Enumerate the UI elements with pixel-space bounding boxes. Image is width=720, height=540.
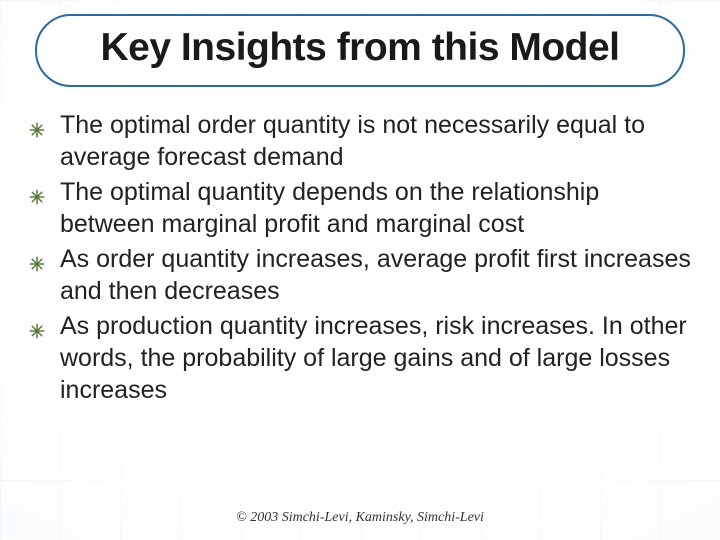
slide-content: Key Insights from this Model The optimal… [0, 0, 720, 540]
list-item: As production quantity increases, risk i… [28, 310, 698, 406]
bullet-list: The optimal order quantity is not necess… [22, 109, 698, 406]
asterisk-icon [28, 182, 46, 200]
bullet-text: As production quantity increases, risk i… [60, 312, 687, 404]
bullet-text: As order quantity increases, average pro… [60, 245, 691, 305]
slide-title: Key Insights from this Model [77, 26, 643, 71]
bullet-text: The optimal quantity depends on the rela… [60, 178, 599, 238]
bullet-text: The optimal order quantity is not necess… [60, 111, 645, 171]
copyright-text: © 2003 Simchi-Levi, Kaminsky, Simchi-Lev… [0, 510, 720, 526]
asterisk-icon [28, 115, 46, 133]
list-item: As order quantity increases, average pro… [28, 243, 698, 307]
asterisk-icon [28, 249, 46, 267]
list-item: The optimal order quantity is not necess… [28, 109, 698, 173]
asterisk-icon [28, 316, 46, 334]
title-container: Key Insights from this Model [35, 14, 685, 87]
list-item: The optimal quantity depends on the rela… [28, 176, 698, 240]
